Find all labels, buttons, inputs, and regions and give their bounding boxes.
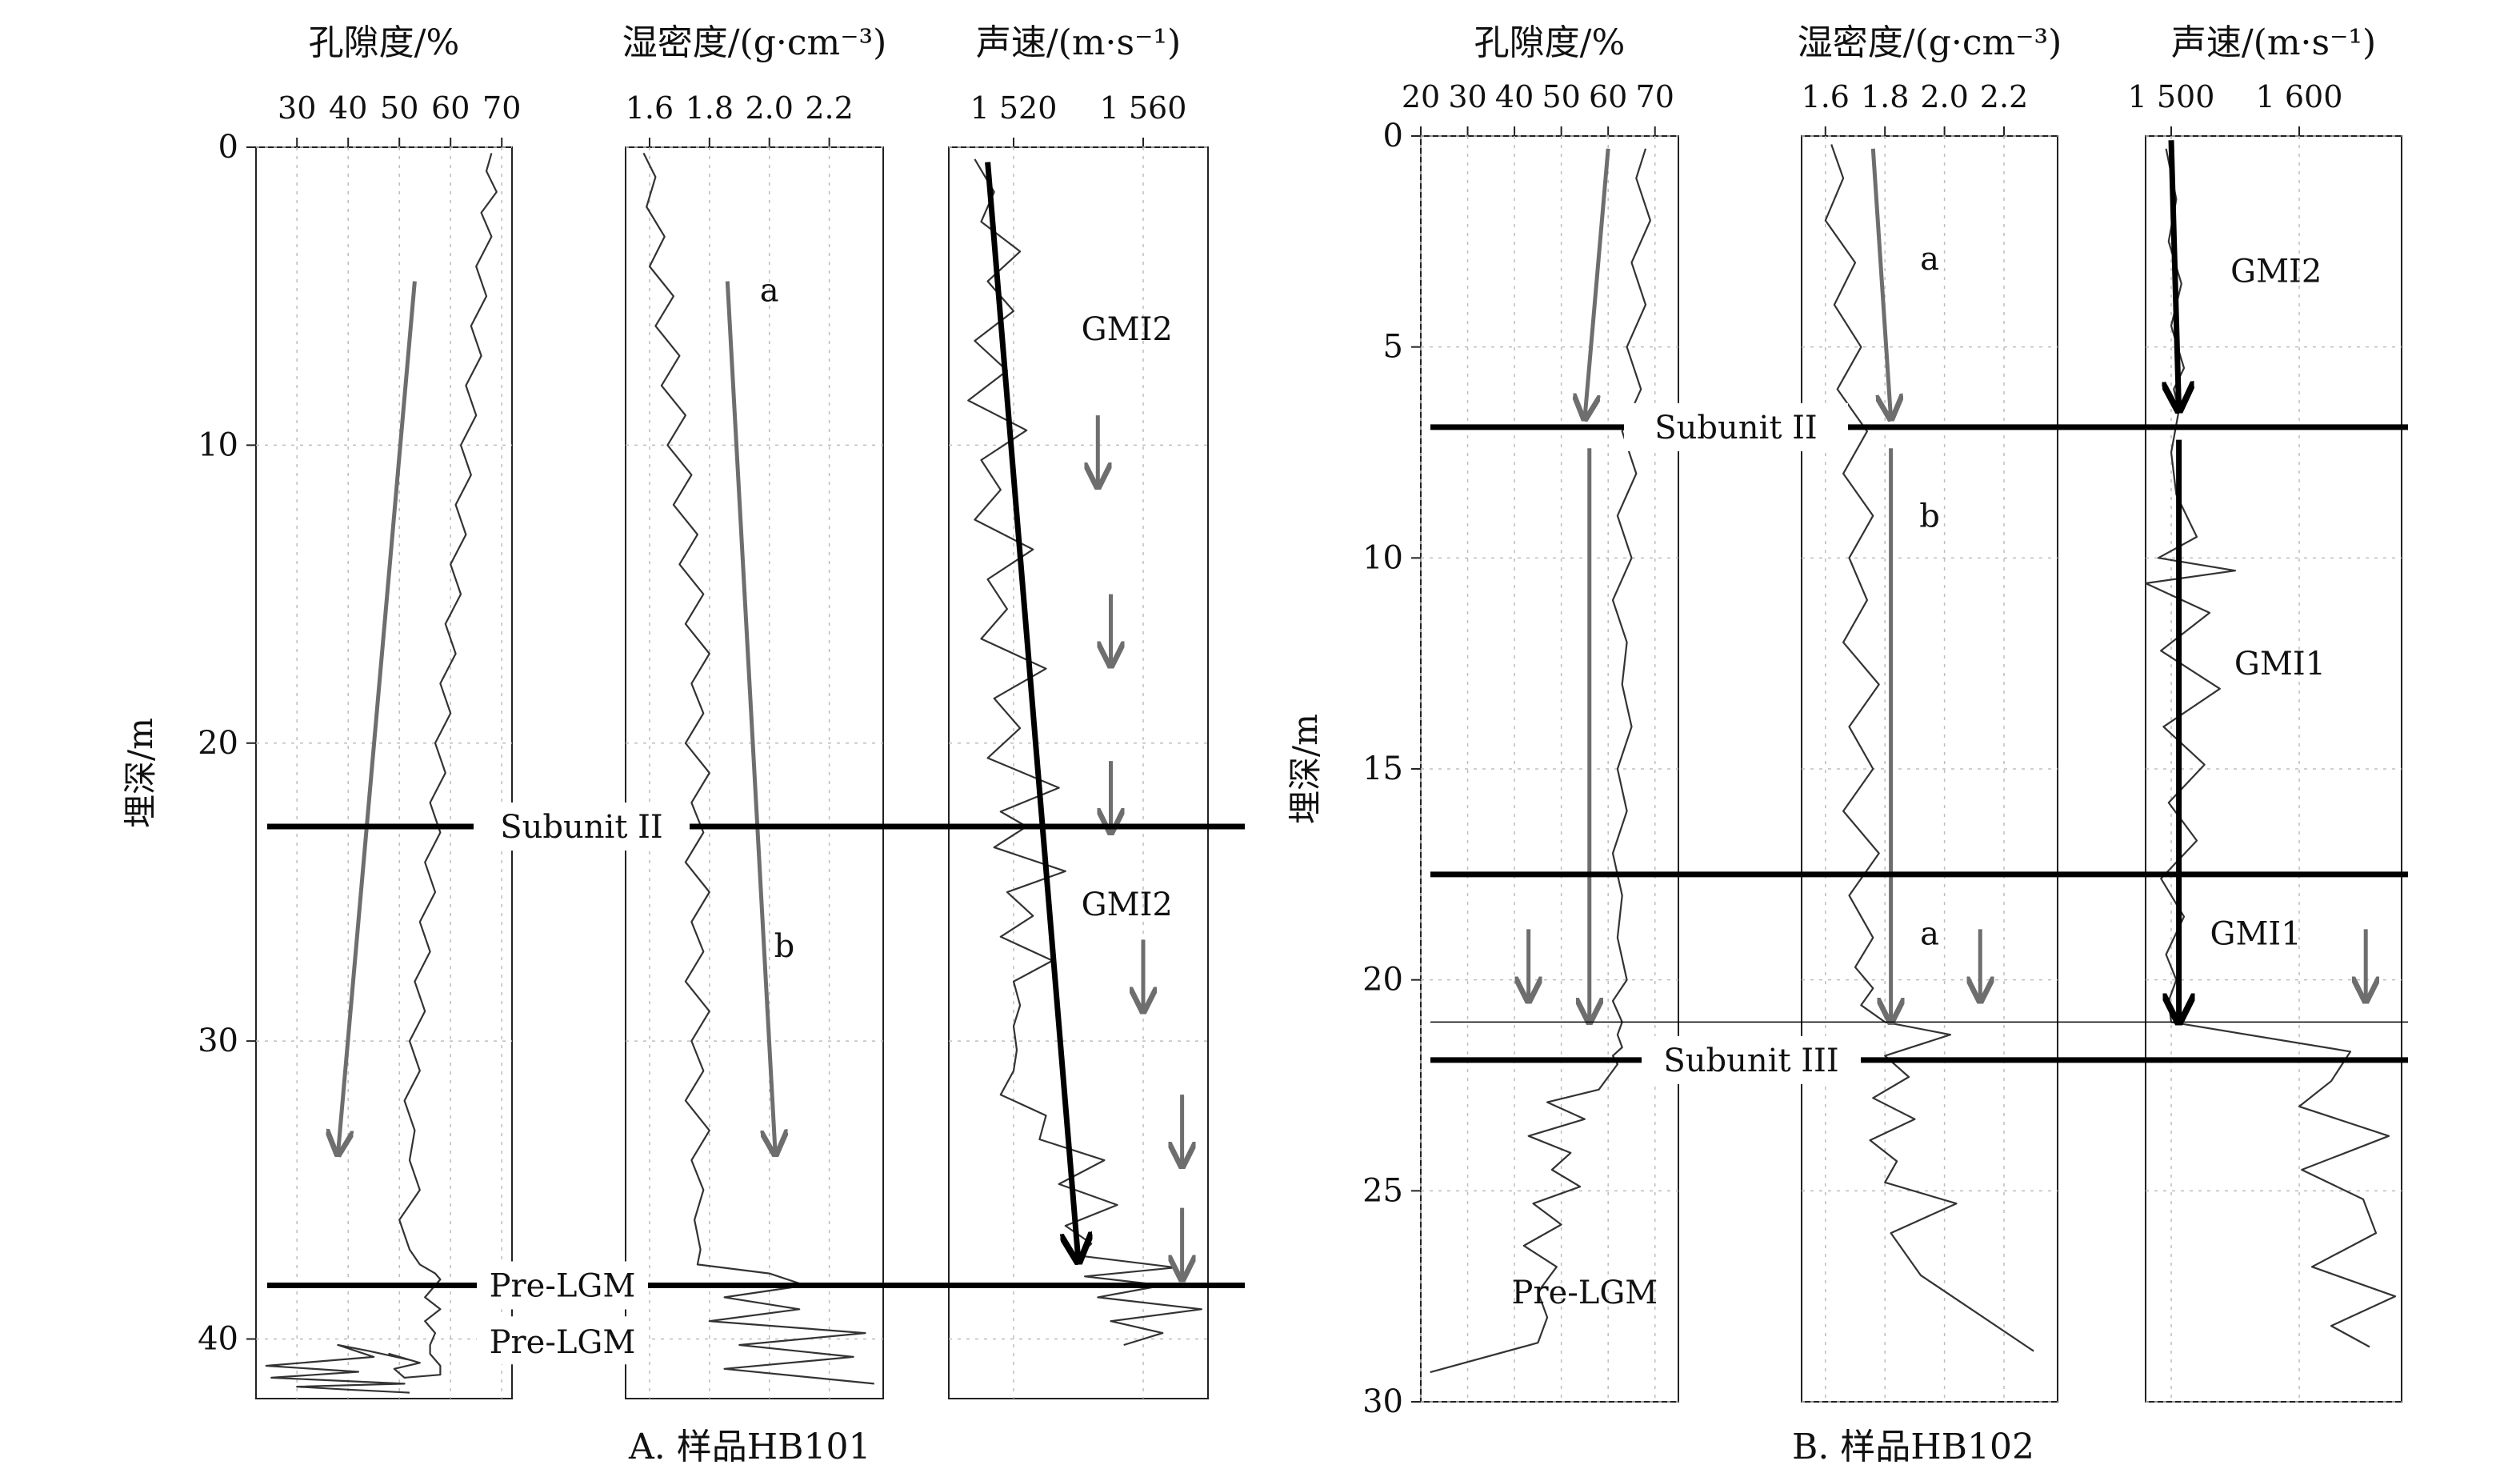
x-tick-label: 50 xyxy=(380,90,418,126)
boundary-label: Subunit II xyxy=(500,809,662,846)
x-tick-label: 2.0 xyxy=(746,90,794,126)
boundary-label-bg xyxy=(1642,1035,1861,1084)
y-tick-label: 15 xyxy=(1362,751,1403,787)
boundary-label-bg xyxy=(474,803,690,851)
track-frame xyxy=(948,146,1209,1399)
chart-B-density: 1.6 1.8 2.0 2.2 湿密度/(g·cm⁻³) a b a xyxy=(1798,22,2062,1403)
annotation-label: a xyxy=(1920,916,1939,953)
chart-A-density: 1.6 1.8 2.0 2.2 湿密度/(g·cm⁻³) a b xyxy=(622,22,887,1399)
x-tick-label: 50 xyxy=(1542,79,1580,114)
y-tick-label: 30 xyxy=(198,1023,238,1059)
x-tick-label: 1 500 xyxy=(2128,79,2215,114)
boundary-label: Subunit III xyxy=(1663,1043,1838,1079)
x-tick-label: 2.0 xyxy=(1920,79,1968,114)
trend-arrow xyxy=(1585,148,1610,418)
y-tick-label: 0 xyxy=(218,129,238,166)
x-tick-label: 70 xyxy=(1636,79,1674,114)
trend-arrow xyxy=(725,281,775,1155)
track-frame xyxy=(1420,135,1679,1403)
y-tick-label: 20 xyxy=(1362,962,1403,999)
track-title: 孔隙度/% xyxy=(309,22,460,63)
caption-b: B. 样品HB102 xyxy=(1792,1427,2034,1467)
x-tick-label: 1 520 xyxy=(970,90,1058,126)
annotation-label: GMI2 xyxy=(2230,254,2322,290)
x-tick-label: 1.6 xyxy=(626,90,674,126)
x-tick-label: 2.2 xyxy=(1980,79,2028,114)
y-tick-label: 10 xyxy=(1362,539,1403,576)
x-tick-label: 1.8 xyxy=(1861,79,1909,114)
trend-arrow-heavy xyxy=(2171,140,2179,410)
x-tick-label: 1.8 xyxy=(686,90,734,126)
x-tick-label: 30 xyxy=(278,90,316,126)
data-line xyxy=(265,153,498,1394)
y-tick-label: 30 xyxy=(1362,1383,1403,1420)
boundary-label: Subunit II xyxy=(1654,410,1817,446)
y-tick-label: 25 xyxy=(1362,1172,1403,1209)
track-title: 声速/(m·s⁻¹) xyxy=(976,22,1181,63)
annotation-label: GMI2 xyxy=(1082,887,1173,923)
y-tick-label: 20 xyxy=(198,725,238,762)
annotation-label: b xyxy=(1919,498,1940,535)
data-line xyxy=(2144,148,2397,1348)
chart-B-velocity: 1 500 1 600 声速/(m·s⁻¹) GMI2 GMI1 GMI1 xyxy=(2128,22,2402,1403)
chart-A-velocity: 1 520 1 560 声速/(m·s⁻¹) GMI2 GMI2 xyxy=(948,22,1209,1399)
track-title: 湿密度/(g·cm⁻³) xyxy=(622,22,887,63)
annotation-label: GMI2 xyxy=(1082,311,1173,348)
trend-arrow-heavy xyxy=(985,162,1078,1262)
x-tick-label: 20 xyxy=(1402,79,1440,114)
x-tick-label: 1.6 xyxy=(1802,79,1850,114)
boundary-label-bg xyxy=(477,1261,648,1310)
track-frame xyxy=(625,146,884,1399)
annotation-label: b xyxy=(774,928,795,965)
boundary-label-bg xyxy=(1624,402,1848,451)
annotation-label: a xyxy=(1920,241,1939,278)
track-frame xyxy=(255,146,513,1399)
trend-arrow xyxy=(1870,148,1890,418)
track-title: 孔隙度/% xyxy=(1474,22,1626,63)
chart-A-porosity: 30 40 50 60 70 0 10 20 30 40 埋深/m 孔隙度/% xyxy=(121,22,521,1399)
x-tick-label: 40 xyxy=(329,90,367,126)
annotation-label: Pre-LGM xyxy=(1512,1275,1658,1311)
y-tick-label: 0 xyxy=(1383,118,1403,154)
y-axis-label: 埋深/m xyxy=(1286,714,1325,824)
x-tick-label: 2.2 xyxy=(805,90,853,126)
data-line xyxy=(1824,144,2034,1352)
x-tick-label: 30 xyxy=(1448,79,1486,114)
boundary-label: Pre-LGM xyxy=(490,1267,636,1304)
trend-arrow xyxy=(338,281,417,1155)
annotation-label: GMI1 xyxy=(2234,646,2326,682)
boundary-label-bg xyxy=(477,1316,648,1365)
data-line xyxy=(642,152,874,1385)
x-tick-label: 1 560 xyxy=(1100,90,1187,126)
y-tick-label: 40 xyxy=(198,1321,238,1358)
x-tick-label: 40 xyxy=(1495,79,1534,114)
caption-a: A. 样品HB101 xyxy=(629,1427,871,1467)
track-title: 声速/(m·s⁻¹) xyxy=(2171,22,2376,63)
annotation-label: a xyxy=(760,273,779,310)
y-tick-label: 10 xyxy=(198,426,238,463)
x-tick-label: 60 xyxy=(1589,79,1627,114)
y-axis-label: 埋深/m xyxy=(121,718,160,828)
annotation-label: GMI1 xyxy=(2210,916,2302,953)
x-tick-label: 60 xyxy=(431,90,470,126)
data-line xyxy=(1430,148,1651,1374)
x-tick-label: 70 xyxy=(482,90,521,126)
x-tick-label: 1 600 xyxy=(2256,79,2343,114)
track-title: 湿密度/(g·cm⁻³) xyxy=(1798,22,2062,63)
boundary-label: Pre-LGM xyxy=(490,1324,636,1361)
y-tick-label: 5 xyxy=(1383,329,1403,366)
